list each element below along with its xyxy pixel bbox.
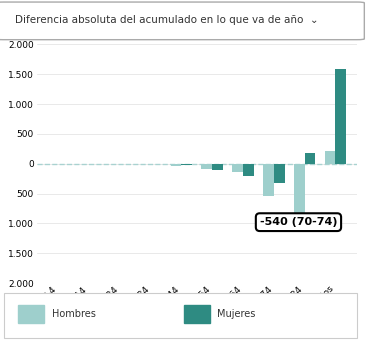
Text: -540 (70-74): -540 (70-74) — [260, 217, 337, 227]
Bar — [171, 164, 181, 166]
FancyBboxPatch shape — [0, 2, 364, 40]
Bar — [243, 164, 254, 176]
Bar — [335, 69, 346, 164]
Bar — [274, 164, 284, 183]
Bar — [263, 164, 274, 196]
Bar — [305, 153, 315, 164]
Text: Hombres: Hombres — [52, 309, 95, 320]
Bar — [202, 164, 212, 169]
FancyBboxPatch shape — [184, 305, 210, 323]
Bar — [325, 151, 335, 164]
Bar — [181, 164, 192, 165]
Text: Diferencia absoluta del acumulado en lo que va de año  ⌄: Diferencia absoluta del acumulado en lo … — [15, 15, 318, 26]
Text: Mujeres: Mujeres — [217, 309, 255, 320]
FancyBboxPatch shape — [4, 293, 357, 338]
Bar — [294, 164, 305, 232]
Bar — [232, 164, 243, 172]
Bar — [212, 164, 223, 170]
FancyBboxPatch shape — [18, 305, 44, 323]
